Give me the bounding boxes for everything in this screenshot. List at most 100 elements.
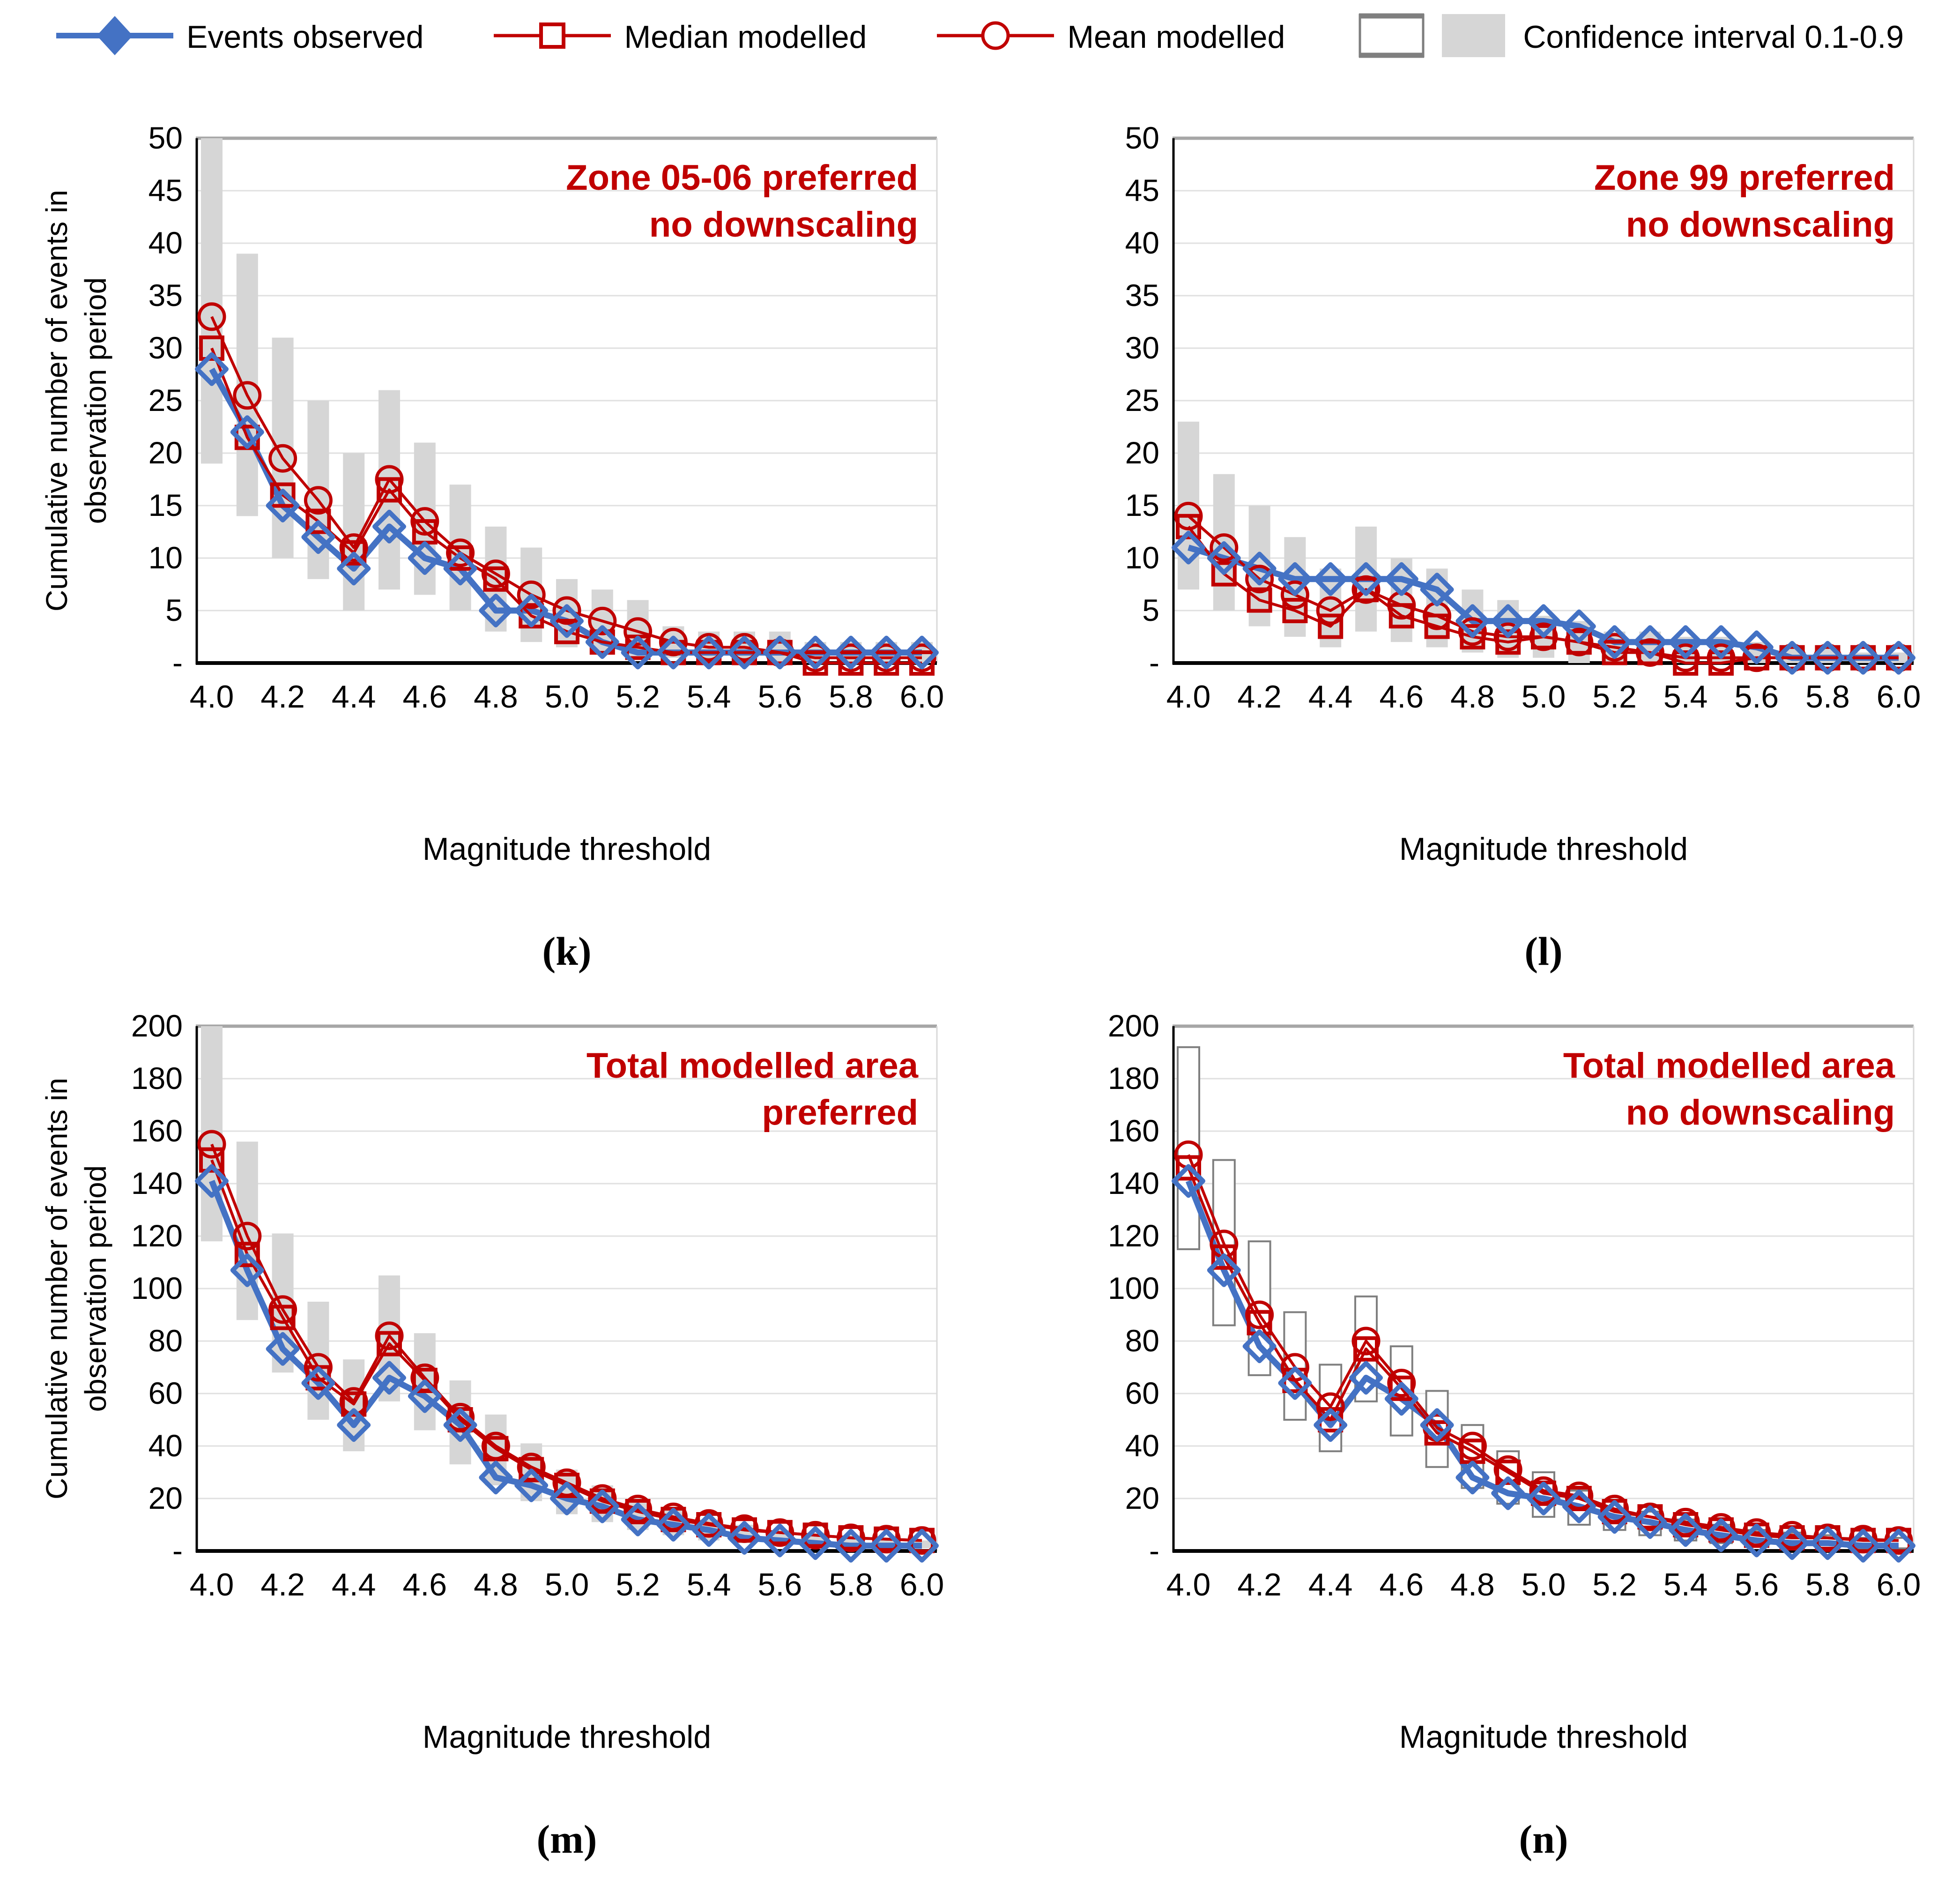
x-tick-label: 4.0 <box>1166 679 1211 715</box>
observed-marker <box>230 1253 264 1287</box>
x-tick-label: 4.8 <box>474 679 518 715</box>
observed-marker <box>728 635 761 670</box>
mean-marker <box>659 1502 688 1531</box>
observed-marker <box>1491 1476 1525 1510</box>
x-tick-label: 5.2 <box>616 1567 660 1603</box>
x-tick-label: 5.0 <box>545 679 589 715</box>
mean-marker <box>836 643 865 672</box>
observed-marker <box>1811 641 1845 675</box>
y-tick-label: - <box>1149 1533 1159 1568</box>
gridlines <box>197 1078 937 1499</box>
observed-marker <box>1669 1513 1703 1547</box>
y-tick-label: 20 <box>1125 435 1159 470</box>
y-tick-label: 35 <box>148 278 183 313</box>
observed-marker <box>728 1521 761 1555</box>
y-tick-label: 30 <box>1125 330 1159 365</box>
x-tick-label: 4.0 <box>190 679 234 715</box>
mean-marker <box>1778 1521 1807 1550</box>
observed-marker <box>763 1523 797 1558</box>
mean-marker <box>197 1130 226 1159</box>
panel-caption-k: (k) <box>542 929 592 974</box>
observed-marker <box>1527 1482 1560 1515</box>
x-tick-label: 4.6 <box>403 1567 447 1603</box>
x-tick-label: 5.6 <box>758 679 802 715</box>
plot-border <box>195 1024 938 1553</box>
observed-marker <box>372 1361 406 1395</box>
observed-marker <box>1775 1526 1809 1560</box>
x-tick-label: 5.6 <box>1735 1567 1779 1603</box>
mean-marker <box>730 1514 759 1543</box>
y-tick-label: 180 <box>131 1061 183 1096</box>
mean-marker <box>588 606 617 635</box>
panel-title-line: preferred <box>762 1093 918 1133</box>
x-tick-label: 5.6 <box>758 1567 802 1603</box>
x-tick-label: 6.0 <box>900 679 944 715</box>
observed-marker <box>1597 625 1632 659</box>
mean-marker <box>446 538 475 567</box>
mean-marker <box>1493 622 1522 651</box>
x-tick-label: 4.2 <box>260 1567 305 1603</box>
median-marker <box>767 640 793 665</box>
observed-marker <box>1562 609 1596 643</box>
observed-marker <box>692 1513 726 1547</box>
mean-marker <box>517 1453 546 1482</box>
mean-marker <box>410 1363 439 1392</box>
observed-marker <box>1704 1518 1738 1552</box>
observed-marker <box>1704 625 1738 659</box>
y-tick-label: 40 <box>148 1428 183 1463</box>
observed-marker <box>585 625 619 659</box>
median-marker <box>305 508 331 534</box>
x-tick-label: 5.0 <box>1522 679 1566 715</box>
observed-marker <box>1669 625 1703 659</box>
panel-title-line: Total modelled area <box>587 1046 919 1086</box>
mean-marker <box>1565 627 1594 656</box>
observed-marker <box>834 635 868 670</box>
mean-marker <box>552 1468 581 1497</box>
y-tick-label: 180 <box>1108 1061 1159 1096</box>
observed-marker <box>1846 1528 1880 1563</box>
observed-marker <box>763 635 797 670</box>
mean-marker <box>801 643 830 672</box>
observed-marker <box>1455 604 1490 638</box>
mean-marker <box>552 596 581 625</box>
observed-marker <box>1349 1361 1383 1395</box>
observed-marker <box>1739 1523 1774 1558</box>
median-modelled-marker-icon <box>494 8 611 65</box>
mean-marker <box>1671 643 1700 672</box>
mean-marker <box>1742 643 1771 672</box>
mean-marker <box>1600 1494 1629 1523</box>
median-marker <box>554 619 579 644</box>
y-tick-label: 5 <box>1142 593 1159 627</box>
y-tick-label: 25 <box>1125 383 1159 417</box>
observed-marker <box>1597 1500 1632 1534</box>
x-tick-label: 4.2 <box>1237 1567 1282 1603</box>
observed-marker <box>514 594 549 627</box>
x-axis-title: Magnitude threshold <box>423 831 711 867</box>
panel-title: Total modelled area preferred <box>587 1046 919 1133</box>
mean-marker <box>339 1387 368 1416</box>
mean-marker <box>1529 1476 1558 1505</box>
panel-title-line: Zone 05-06 preferred <box>566 158 918 198</box>
chart-zone-99: 50 45 40 35 30 25 20 15 10 5 -4.0 4.2 4.4 4.6 4.8 5.0 5.… <box>1125 120 1921 867</box>
x-axis-ticks: 4.0 4.2 4.4 4.6 4.8 5.0 5.2 5.4 5.6 5.8 6.0 <box>190 1567 944 1603</box>
observed-marker <box>1455 1461 1490 1495</box>
mean-marker <box>517 580 546 609</box>
x-tick-label: 5.4 <box>687 1567 731 1603</box>
mean-marker <box>588 1484 617 1513</box>
mean-marker <box>1316 1392 1345 1421</box>
observed-marker <box>337 552 371 586</box>
observed-marker <box>1882 1528 1915 1563</box>
observed-marker <box>1207 541 1241 575</box>
x-tick-label: 4.8 <box>1450 1567 1495 1603</box>
y-tick-label: 60 <box>1125 1376 1159 1410</box>
observed-marker <box>1314 562 1348 596</box>
mean-marker <box>233 1222 262 1251</box>
median-marker <box>1247 587 1272 613</box>
mean-marker <box>1351 575 1381 604</box>
mean-marker <box>872 643 901 672</box>
mean-marker <box>481 559 510 589</box>
observed-marker <box>1527 604 1560 638</box>
mean-marker <box>1458 1431 1487 1461</box>
y-tick-label: 100 <box>1108 1271 1159 1305</box>
